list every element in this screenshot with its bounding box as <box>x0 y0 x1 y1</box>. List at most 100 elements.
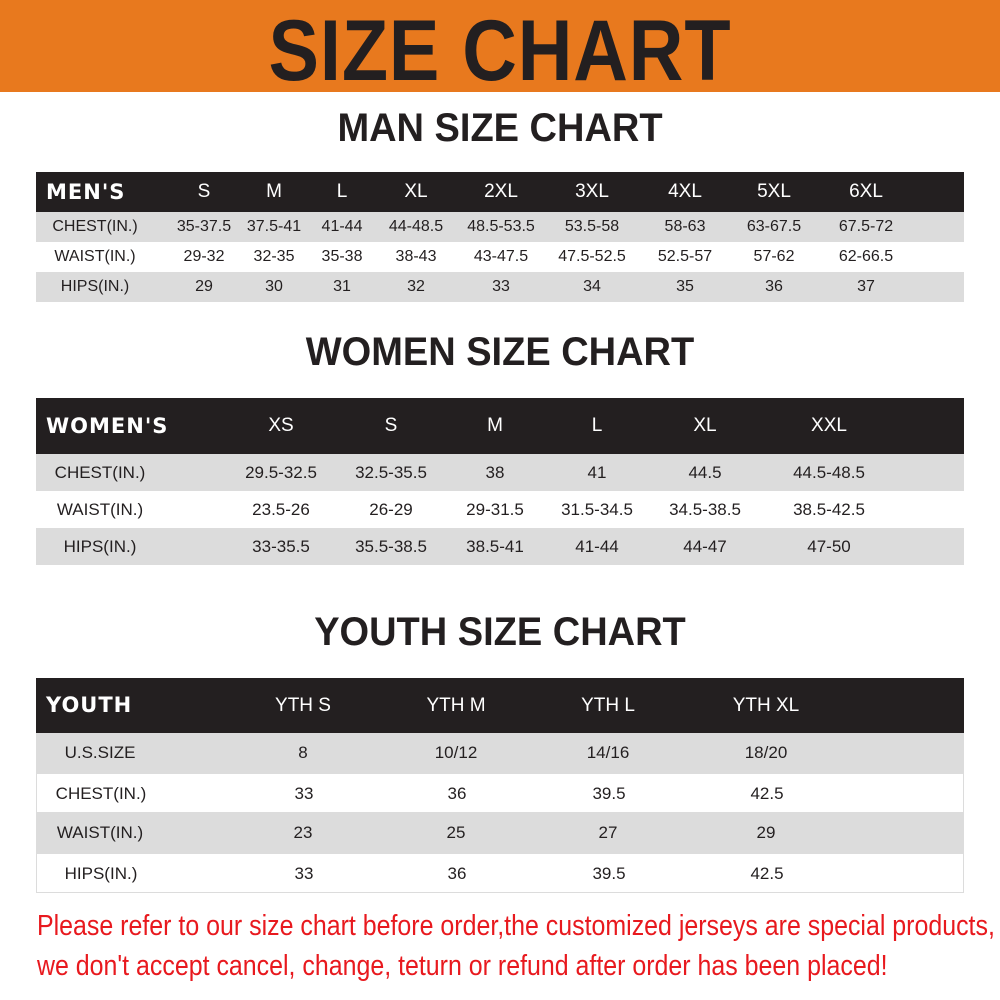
youth-header-row: YOUTH YTH S YTH M YTH L YTH XL <box>36 678 964 733</box>
men-table-cell: 53.5-58 <box>564 218 620 235</box>
men-table-cell: 43-47.5 <box>473 248 529 265</box>
women-table-cell: 44-47 <box>683 537 727 556</box>
women-size-table: WOMEN'S XS S M L XL XXL CHEST(IN.) 29.5-32.5 32.5… <box>36 398 964 565</box>
men-table-cell: 62-66.5 <box>838 248 894 265</box>
men-table-cell: 35-37.5 <box>176 218 232 235</box>
youth-table-cell: 39.5 <box>592 864 626 883</box>
men-table-cell: 35 <box>676 278 694 295</box>
youth-table-row: CHEST(IN.) 33 36 39.5 42.5 <box>36 773 964 813</box>
youth-section-title: YOUTH SIZE CHART <box>314 610 686 654</box>
men-table-cell: 29-32 <box>183 248 225 265</box>
men-table-row: HIPS(IN.) 29 30 31 32 33 34 35 36 37 <box>36 272 964 302</box>
men-size-header: L <box>336 181 348 202</box>
women-table-cell: 26-29 <box>369 500 413 519</box>
women-size-header: L <box>591 415 603 436</box>
women-table-cell: 47-50 <box>807 537 851 556</box>
women-table-cell: 35.5-38.5 <box>355 537 427 556</box>
women-table-cell: 41 <box>587 463 607 482</box>
youth-row-label: U.S.SIZE <box>64 743 136 762</box>
women-table-cell: 34.5-38.5 <box>669 500 741 519</box>
youth-row-label: WAIST(IN.) <box>56 823 144 842</box>
women-table-cell: 41-44 <box>575 537 619 556</box>
women-row-label: HIPS(IN.) <box>63 537 137 556</box>
women-table-cell: 38.5-41 <box>466 537 524 556</box>
youth-table-cell: 27 <box>598 823 618 842</box>
men-table-cell: 47.5-52.5 <box>558 248 626 265</box>
men-size-header: 2XL <box>484 181 518 202</box>
women-table-row: WAIST(IN.) 23.5-26 26-29 29-31.5 31.5-34.5 34… <box>36 491 964 528</box>
women-row-label: WAIST(IN.) <box>56 500 144 519</box>
youth-row-label: CHEST(IN.) <box>55 784 147 803</box>
women-table-cell: 29.5-32.5 <box>245 463 317 482</box>
youth-size-table: YOUTH YTH S YTH M YTH L YTH XL U.S.SIZE 8 10/12… <box>36 678 964 893</box>
men-row-label: CHEST(IN.) <box>52 218 138 235</box>
women-header-row: WOMEN'S XS S M L XL XXL <box>36 398 964 454</box>
men-size-header: 3XL <box>575 181 609 202</box>
men-table-cell: 36 <box>765 278 783 295</box>
youth-table-row: HIPS(IN.) 33 36 39.5 42.5 <box>36 853 964 893</box>
men-table-cell: 48.5-53.5 <box>467 218 535 235</box>
page-title: SIZE CHART <box>268 3 732 99</box>
youth-table-cell: 36 <box>447 784 467 803</box>
youth-table-cell: 8 <box>298 743 308 762</box>
men-table-cell: 32 <box>407 278 425 295</box>
men-section-title: MAN SIZE CHART <box>337 106 663 150</box>
women-size-header: M <box>487 415 503 436</box>
women-table-cell: 29-31.5 <box>466 500 524 519</box>
notice-line-2: we don't accept cancel, change, teturn o… <box>37 950 888 982</box>
men-table-cell: 37 <box>857 278 875 295</box>
women-table-cell: 23.5-26 <box>252 500 310 519</box>
women-table-cell: 38 <box>485 463 505 482</box>
men-row-label: WAIST(IN.) <box>54 248 136 265</box>
youth-table-cell: 42.5 <box>750 864 784 883</box>
men-row-label: HIPS(IN.) <box>60 278 130 295</box>
youth-table-row: U.S.SIZE 8 10/12 14/16 18/20 <box>36 733 964 773</box>
men-table-cell: 57-62 <box>753 248 795 265</box>
women-table-row: CHEST(IN.) 29.5-32.5 32.5-35.5 38 41 44.5 44.5… <box>36 454 964 491</box>
women-row-label: CHEST(IN.) <box>54 463 146 482</box>
men-size-table: MEN'S S M L XL 2XL 3XL 4XL 5XL 6XL CHEST(IN.) 35-37… <box>36 172 964 302</box>
men-size-header: XL <box>404 181 428 202</box>
men-table-cell: 44-48.5 <box>388 218 444 235</box>
women-table-cell: 32.5-35.5 <box>355 463 427 482</box>
women-size-header: S <box>384 415 398 436</box>
men-table-cell: 34 <box>583 278 601 295</box>
men-table-cell: 52.5-57 <box>657 248 713 265</box>
youth-header-label: YOUTH <box>46 693 133 717</box>
youth-table-cell: 29 <box>756 823 776 842</box>
women-size-header: XXL <box>811 415 847 436</box>
women-table-cell: 44.5 <box>688 463 722 482</box>
women-table-cell: 44.5-48.5 <box>793 463 865 482</box>
youth-size-header: YTH L <box>581 695 635 716</box>
youth-table-cell: 36 <box>447 864 467 883</box>
women-table-row: HIPS(IN.) 33-35.5 35.5-38.5 38.5-41 41-44 44-… <box>36 528 964 565</box>
youth-row-label: HIPS(IN.) <box>64 864 138 883</box>
youth-table-cell: 18/20 <box>744 743 788 762</box>
youth-table-cell: 25 <box>446 823 466 842</box>
youth-table-cell: 42.5 <box>750 784 784 803</box>
women-table-cell: 38.5-42.5 <box>793 500 865 519</box>
men-size-header: 4XL <box>668 181 702 202</box>
men-header-label: MEN'S <box>46 180 126 204</box>
men-size-header: M <box>266 181 282 202</box>
men-table-cell: 33 <box>492 278 510 295</box>
youth-table-row: WAIST(IN.) 23 25 27 29 <box>36 813 964 853</box>
header-banner: SIZE CHART <box>0 0 1000 99</box>
men-table-cell: 31 <box>333 278 351 295</box>
women-table-cell: 31.5-34.5 <box>561 500 633 519</box>
men-table-row: CHEST(IN.) 35-37.5 37.5-41 41-44 44-48.5 48.5… <box>36 212 964 242</box>
notice-line-1: Please refer to our size chart before or… <box>37 910 995 942</box>
women-size-header: XS <box>268 415 294 436</box>
men-header-row: MEN'S S M L XL 2XL 3XL 4XL 5XL 6XL <box>36 172 964 212</box>
youth-table-cell: 14/16 <box>586 743 630 762</box>
youth-table-cell: 23 <box>293 823 313 842</box>
women-table-cell: 33-35.5 <box>252 537 310 556</box>
men-table-cell: 41-44 <box>321 218 363 235</box>
youth-size-header: YTH M <box>426 695 486 716</box>
women-size-header: XL <box>693 415 717 436</box>
women-section-title: WOMEN SIZE CHART <box>305 330 695 374</box>
men-size-header: S <box>197 181 211 202</box>
men-size-header: 6XL <box>849 181 883 202</box>
youth-table-cell: 39.5 <box>592 784 626 803</box>
men-size-header: 5XL <box>757 181 791 202</box>
